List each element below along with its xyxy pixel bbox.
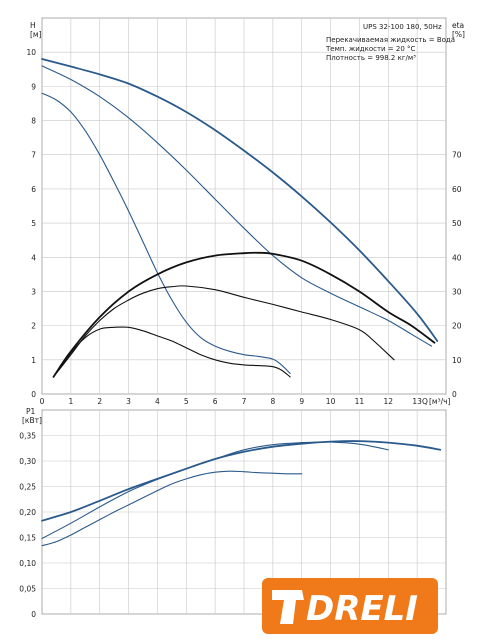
y-tick-label-P1: 0,25 [19, 483, 36, 492]
lower-chart-grid [41, 409, 447, 615]
x-axis-label-Q: Q [422, 397, 428, 406]
x-axis-unit-Q: [м³/ч] [429, 397, 451, 406]
y-axis-unit-eta: [%] [452, 30, 465, 39]
upper-chart-series [41, 58, 439, 378]
y-tick-label-P1: 0,20 [19, 508, 36, 517]
y-axis-label-H: H [30, 21, 36, 30]
x-tick-label-Q: 8 [270, 397, 275, 406]
efficiency-curve [52, 326, 291, 378]
y-axis-label-P1: P1 [26, 407, 36, 416]
y-tick-label-eta: 0 [452, 390, 457, 399]
y-tick-label-eta: 20 [452, 322, 462, 331]
y-tick-label-eta: 40 [452, 253, 462, 262]
info-box: UPS 32-100 180, 50Hz Перекачиваемая жидк… [325, 23, 455, 62]
y-tick-label-P1: 0,35 [19, 432, 36, 441]
y-tick-label-P1: 0 [31, 610, 36, 619]
info-line-density: Плотность = 998.2 кг/м³ [326, 54, 416, 62]
logo-text: DRELI [306, 589, 418, 629]
y-tick-label-H: 7 [31, 151, 36, 160]
x-tick-label-Q: 7 [242, 397, 247, 406]
x-tick-label-Q: 11 [355, 397, 365, 406]
y-tick-label-H: 5 [31, 219, 36, 228]
y-tick-label-H: 4 [31, 253, 36, 262]
x-tick-label-Q: 13 [412, 397, 422, 406]
power-curve [41, 470, 303, 547]
info-line-fluid: Перекачиваемая жидкость = Вода [326, 36, 455, 44]
drill-icon [272, 590, 304, 624]
info-line-temp: Темп. жидкости = 20 °C [325, 45, 416, 53]
y-tick-label-eta: 60 [452, 185, 462, 194]
y-tick-label-eta: 50 [452, 219, 462, 228]
logo-background [262, 578, 438, 634]
y-tick-label-P1: 0,05 [19, 585, 36, 594]
x-tick-label-Q: 9 [299, 397, 304, 406]
power-curve [41, 441, 389, 540]
x-tick-label-Q: 12 [384, 397, 394, 406]
dreli-logo: DRELI BY [262, 578, 438, 634]
upper-chart-grid [41, 17, 447, 395]
x-tick-label-Q: 0 [40, 397, 45, 406]
y-tick-label-P1: 0,10 [19, 559, 36, 568]
y-tick-label-H: 6 [31, 185, 36, 194]
lower-chart-labels: 0 0,05 0,10 0,15 0,20 0,25 0,30 0,35 [19, 432, 36, 620]
x-tick-label-Q: 6 [213, 397, 218, 406]
x-tick-label-Q: 1 [68, 397, 73, 406]
y-tick-label-P1: 0,30 [19, 457, 36, 466]
y-tick-label-H: 2 [31, 322, 36, 331]
head-curve [41, 92, 291, 375]
lower-chart-series [41, 440, 442, 547]
y-tick-label-H: 0 [31, 390, 36, 399]
efficiency-curve [52, 251, 436, 378]
efficiency-curve [52, 285, 395, 378]
chart-title: UPS 32-100 180, 50Hz [363, 23, 442, 31]
y-axis-unit-H: [м] [30, 30, 42, 39]
y-tick-label-H: 3 [31, 287, 36, 296]
logo-by: BY [416, 585, 430, 595]
x-tick-label-Q: 3 [126, 397, 131, 406]
head-curve [41, 58, 439, 342]
head-curve [41, 65, 433, 347]
y-axis-label-eta: eta [452, 21, 464, 30]
power-curve [41, 440, 442, 522]
y-tick-label-eta: 30 [452, 287, 462, 296]
x-tick-label-Q: 2 [97, 397, 102, 406]
y-tick-label-H: 1 [31, 356, 36, 365]
x-tick-label-Q: 5 [184, 397, 189, 406]
y-tick-label-eta: 70 [452, 151, 462, 160]
x-tick-label-Q: 4 [155, 397, 160, 406]
y-tick-label-H: 9 [31, 82, 36, 91]
x-tick-label-Q: 10 [326, 397, 336, 406]
y-tick-label-H: 10 [26, 48, 36, 57]
y-tick-label-P1: 0,15 [19, 534, 36, 543]
y-tick-label-eta: 10 [452, 356, 462, 365]
y-axis-unit-P1: [кВт] [22, 416, 42, 425]
y-tick-label-H: 8 [31, 117, 36, 126]
